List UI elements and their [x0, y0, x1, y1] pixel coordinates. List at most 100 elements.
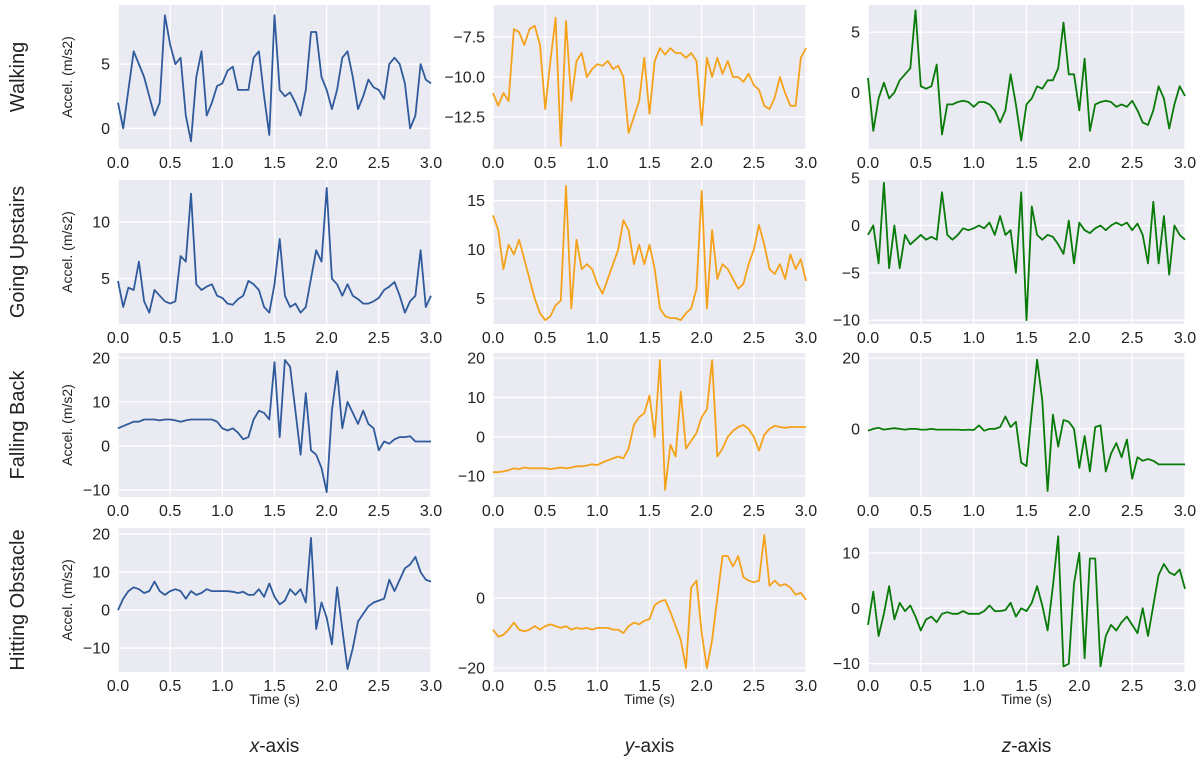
x-tick-label: 2.0 [1068, 155, 1090, 172]
x-tick-label: 0.5 [910, 503, 932, 520]
x-tick-label: 2.0 [1068, 503, 1090, 520]
x-tick-label: 3.0 [420, 330, 442, 347]
y-tick-label: 0 [851, 85, 860, 102]
x-tick-label: 2.5 [368, 503, 390, 520]
x-tick-label: 0.0 [482, 678, 504, 695]
series-line-hitting-obstacle-z [867, 535, 1186, 668]
x-tick-label: 1.5 [1015, 678, 1037, 695]
y-tick-label: 20 [842, 350, 860, 367]
x-tick-label: 2.0 [691, 678, 713, 695]
row-label-hitting-obstacle: Hitting Obstacle [7, 529, 29, 670]
x-tick-label: 3.0 [1174, 330, 1196, 347]
x-tick-label: 2.0 [1068, 678, 1090, 695]
x-tick-label: 3.0 [795, 678, 817, 695]
x-tick-label: 3.0 [1174, 678, 1196, 695]
x-axis-label: Time (s) [624, 691, 675, 707]
x-tick-label: 0.0 [107, 678, 129, 695]
x-tick-label: 2.0 [316, 155, 338, 172]
y-tick-label: 0 [851, 218, 860, 235]
x-tick-label: 2.5 [743, 678, 765, 695]
y-tick-label: −7.5 [453, 30, 485, 47]
y-tick-label: −10 [833, 313, 860, 330]
x-tick-label: 2.5 [1121, 330, 1143, 347]
x-tick-label: 2.5 [743, 330, 765, 347]
x-tick-label: 0.0 [107, 155, 129, 172]
x-tick-label: 0.5 [534, 678, 556, 695]
x-tick-label: 0.5 [910, 330, 932, 347]
y-tick-label: 10 [92, 565, 110, 582]
x-tick-label: 0.0 [107, 330, 129, 347]
x-tick-label: 1.0 [586, 678, 608, 695]
y-tick-label: −5 [842, 265, 860, 282]
series-line-going-upstairs-z [867, 181, 1186, 322]
x-tick-label: 0.5 [159, 503, 181, 520]
x-tick-label: 2.5 [368, 330, 390, 347]
x-tick-label: 2.0 [691, 503, 713, 520]
y-tick-label: 5 [101, 57, 110, 74]
y-tick-label: 10 [92, 394, 110, 411]
x-tick-label: 0.0 [857, 503, 879, 520]
y-tick-label: −20 [458, 661, 485, 678]
x-tick-label: 1.0 [211, 155, 233, 172]
x-tick-label: 2.5 [743, 155, 765, 172]
row-label-walking: Walking [7, 42, 29, 112]
x-tick-label: 3.0 [795, 503, 817, 520]
x-tick-label: 1.5 [638, 678, 660, 695]
y-tick-label: 20 [92, 350, 110, 367]
x-tick-label: 3.0 [420, 678, 442, 695]
y-tick-label: 0 [101, 603, 110, 620]
x-tick-label: 1.0 [211, 330, 233, 347]
x-tick-label: 1.0 [963, 678, 985, 695]
series-line-going-upstairs-x [117, 186, 432, 314]
x-axis-label: Time (s) [249, 691, 300, 707]
x-tick-label: 1.5 [638, 330, 660, 347]
x-tick-label: 1.0 [586, 330, 608, 347]
x-tick-label: 1.0 [963, 330, 985, 347]
x-tick-label: 1.0 [211, 678, 233, 695]
y-tick-label: 20 [467, 351, 485, 368]
y-tick-label: 0 [851, 421, 860, 438]
x-tick-label: 3.0 [1174, 155, 1196, 172]
y-tick-label: 10 [467, 390, 485, 407]
x-tick-label: 0.0 [857, 155, 879, 172]
y-tick-label: 0 [101, 121, 110, 138]
y-tick-label: −10.0 [445, 70, 486, 87]
x-tick-label: 1.0 [963, 155, 985, 172]
y-tick-label: 15 [467, 193, 485, 210]
y-tick-label: 5 [101, 271, 110, 288]
x-tick-label: 1.5 [1015, 330, 1037, 347]
x-tick-label: 1.0 [586, 503, 608, 520]
x-tick-label: 3.0 [795, 330, 817, 347]
x-tick-label: 3.0 [420, 155, 442, 172]
y-tick-label: 10 [92, 214, 110, 231]
y-tick-label: 5 [851, 25, 860, 42]
y-tick-label: −12.5 [445, 110, 486, 127]
x-tick-label: 2.0 [316, 330, 338, 347]
x-tick-label: 0.5 [534, 503, 556, 520]
series-line-walking-x [117, 14, 432, 143]
x-tick-label: 2.0 [691, 330, 713, 347]
x-tick-label: 0.0 [107, 503, 129, 520]
y-tick-label: 10 [842, 545, 860, 562]
x-tick-label: 0.0 [482, 503, 504, 520]
x-tick-label: 0.5 [534, 155, 556, 172]
x-tick-label: 0.5 [159, 330, 181, 347]
row-label-falling-back: Falling Back [7, 370, 29, 480]
y-tick-label: −10 [83, 482, 110, 499]
y-axis-label: Accel. (m/s2) [59, 384, 75, 466]
x-tick-label: 0.0 [857, 678, 879, 695]
x-tick-label: 2.0 [316, 503, 338, 520]
y-tick-label: −10 [458, 469, 485, 486]
x-tick-label: 0.0 [482, 330, 504, 347]
y-axis-label: Accel. (m/s2) [59, 559, 75, 641]
series-line-walking-z [867, 9, 1186, 142]
y-tick-label: 0 [851, 601, 860, 618]
x-tick-label: 2.5 [1121, 155, 1143, 172]
x-tick-label: 2.5 [368, 155, 390, 172]
x-axis-label: Time (s) [1001, 691, 1052, 707]
x-tick-label: 1.0 [963, 503, 985, 520]
x-tick-label: 1.5 [1015, 155, 1037, 172]
series-line-falling-back-y [493, 359, 806, 491]
x-tick-label: 1.5 [263, 155, 285, 172]
